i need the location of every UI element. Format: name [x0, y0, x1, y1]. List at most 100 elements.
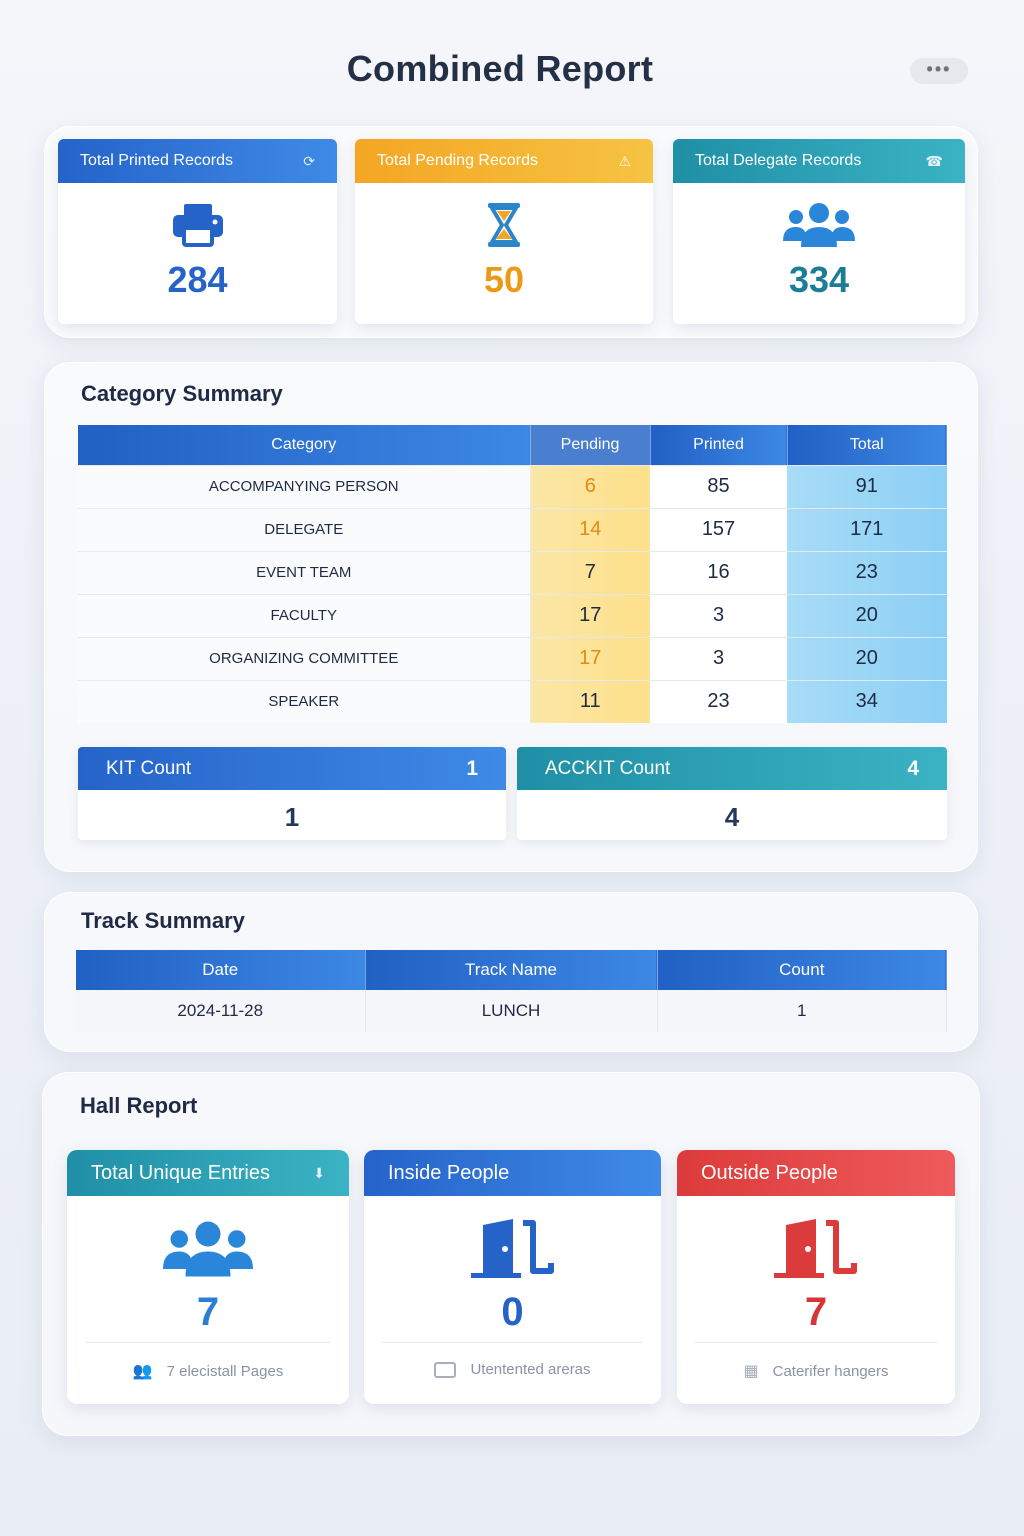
delegate-records-label: Total Delegate Records	[695, 152, 862, 169]
unique-entries-header: Total Unique Entries ⬇	[67, 1150, 349, 1196]
acckit-count-header-value: 4	[907, 756, 919, 780]
outside-people-footer: ▦ Caterifer hangers	[695, 1342, 937, 1381]
category-cell: FACULTY	[78, 593, 531, 637]
page-title: Combined Report	[346, 48, 654, 89]
unique-entries-label: Total Unique Entries	[91, 1161, 270, 1184]
table-row: EVENT TEAM 7 16 23	[78, 550, 947, 594]
table-row: SPEAKER 11 23 34	[78, 679, 947, 723]
users-small-icon: 👥	[132, 1363, 153, 1380]
outside-people-value: 7	[804, 1290, 828, 1334]
total-cell: 34	[787, 679, 947, 723]
printed-cell: 157	[650, 507, 787, 551]
column-header-total[interactable]: Total	[787, 425, 947, 465]
table-row: ORGANIZING COMMITTEE 17 3 20	[78, 636, 947, 680]
column-header-category[interactable]: Category	[78, 425, 531, 465]
category-table: Category Pending Printed Total ACCOMPANY…	[78, 425, 947, 723]
acckit-count-value: 4	[724, 802, 740, 832]
total-cell: 20	[787, 636, 947, 680]
door-enter-icon	[364, 1216, 661, 1282]
kit-count-header: KIT Count 1	[78, 747, 506, 790]
category-summary-title: Category Summary	[81, 381, 283, 406]
acckit-count-label: ACCKIT Count	[545, 757, 671, 779]
category-cell: SPEAKER	[78, 679, 531, 723]
users-icon	[673, 201, 965, 249]
column-header-count[interactable]: Count	[657, 950, 947, 990]
kit-count-header-value: 1	[466, 756, 478, 780]
total-cell: 20	[787, 593, 947, 637]
printed-cell: 85	[650, 464, 787, 508]
inside-people-footer: Utentented areras	[382, 1342, 643, 1378]
grid-small-icon: ▦	[743, 1363, 759, 1380]
category-cell: ACCOMPANYING PERSON	[78, 464, 531, 508]
kit-count-card: KIT Count 1 1	[78, 747, 506, 840]
kit-count-label: KIT Count	[106, 757, 192, 779]
outside-people-header: Outside People	[677, 1150, 955, 1196]
warning-icon: ⚠	[618, 152, 631, 169]
outside-people-label: Outside People	[701, 1161, 838, 1184]
acckit-count-header: ACCKIT Count 4	[517, 747, 947, 790]
count-cell: 1	[657, 990, 947, 1032]
table-row: DELEGATE 14 157 171	[78, 507, 947, 551]
printed-cell: 3	[650, 593, 787, 637]
pending-cell: 17	[530, 593, 650, 637]
inside-people-header: Inside People	[364, 1150, 661, 1196]
users-icon	[67, 1216, 349, 1282]
printed-cell: 23	[650, 679, 787, 723]
door-exit-icon	[677, 1216, 955, 1282]
total-cell: 91	[787, 464, 947, 508]
total-cell: 171	[787, 507, 947, 551]
table-row: ACCOMPANYING PERSON 6 85 91	[78, 464, 947, 508]
category-table-header: Category Pending Printed Total	[78, 425, 947, 465]
printed-records-label: Total Printed Records	[80, 152, 233, 169]
printed-records-card: Total Printed Records ⟳ 284	[58, 139, 337, 324]
category-cell: EVENT TEAM	[78, 550, 531, 594]
hourglass-icon	[355, 201, 653, 249]
inside-people-card: Inside People 0 Utentented areras	[364, 1150, 661, 1404]
areas-small-icon	[434, 1361, 457, 1378]
delegate-records-card: Total Delegate Records ☎ 334	[673, 139, 965, 324]
pending-cell: 7	[530, 550, 650, 594]
printed-cell: 3	[650, 636, 787, 680]
pending-cell: 11	[530, 679, 650, 723]
table-row: 2024-11-28 LUNCH 1	[76, 990, 947, 1032]
more-options-button[interactable]: •••	[910, 58, 968, 84]
outside-people-footer-text: Caterifer hangers	[772, 1362, 889, 1380]
pending-records-card: Total Pending Records ⚠ 50	[355, 139, 653, 324]
column-header-track-name[interactable]: Track Name	[365, 950, 658, 990]
printed-records-header: Total Printed Records ⟳	[58, 139, 337, 183]
unique-entries-footer: 👥 7 elecistall Pages	[85, 1342, 331, 1381]
pending-records-label: Total Pending Records	[377, 152, 538, 169]
id-badge-icon: ☎	[925, 152, 943, 169]
date-cell: 2024-11-28	[76, 990, 366, 1032]
column-header-date[interactable]: Date	[76, 950, 366, 990]
track-table: Date Track Name Count 2024-11-28 LUNCH 1	[76, 950, 947, 1032]
unique-entries-card: Total Unique Entries ⬇ 7 👥 7 elecistall …	[67, 1150, 349, 1404]
column-header-printed[interactable]: Printed	[650, 425, 788, 465]
total-cell: 23	[787, 550, 947, 594]
delegate-records-value: 334	[788, 259, 850, 300]
delegate-records-header: Total Delegate Records ☎	[673, 139, 965, 183]
inside-people-value: 0	[501, 1290, 524, 1334]
category-cell: DELEGATE	[78, 507, 531, 551]
acckit-count-card: ACCKIT Count 4 4	[517, 747, 947, 840]
track-summary-title: Track Summary	[81, 908, 245, 933]
pending-records-value: 50	[483, 259, 525, 300]
printed-records-value: 284	[167, 259, 228, 300]
printed-cell: 16	[650, 550, 787, 594]
inside-people-footer-text: Utentented areras	[470, 1361, 591, 1378]
unique-entries-footer-text: 7 elecistall Pages	[166, 1362, 284, 1380]
pending-cell: 14	[530, 507, 650, 551]
hall-report-title: Hall Report	[80, 1093, 198, 1118]
track-name-cell: LUNCH	[365, 990, 658, 1032]
inside-people-label: Inside People	[388, 1161, 510, 1184]
printer-icon	[58, 201, 337, 249]
outside-people-card: Outside People 7 ▦ Caterifer hangers	[677, 1150, 955, 1404]
table-row: FACULTY 17 3 20	[78, 593, 947, 637]
category-cell: ORGANIZING COMMITTEE	[78, 636, 531, 680]
column-header-pending[interactable]: Pending	[530, 425, 651, 465]
pending-cell: 17	[530, 636, 650, 680]
arrow-down-icon[interactable]: ⬇	[313, 1164, 325, 1181]
unique-entries-value: 7	[196, 1290, 220, 1334]
refresh-icon[interactable]: ⟳	[303, 152, 315, 169]
